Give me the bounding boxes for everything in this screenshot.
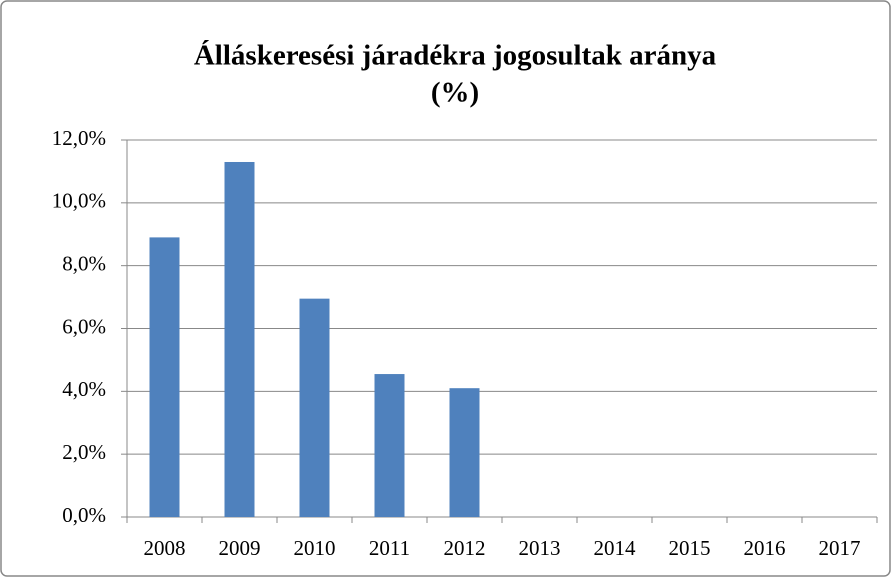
y-tick-label: 4,0% (62, 377, 106, 401)
x-tick-label: 2009 (219, 536, 261, 560)
x-tick-label: 2008 (144, 536, 186, 560)
x-tick-label: 2012 (444, 536, 486, 560)
y-tick-label: 10,0% (52, 189, 106, 213)
y-tick-label: 0,0% (62, 503, 106, 527)
x-tick-label: 2016 (744, 536, 786, 560)
x-tick-label: 2011 (369, 536, 410, 560)
bar (149, 237, 180, 517)
x-tick-label: 2010 (294, 536, 336, 560)
y-tick-label: 6,0% (62, 314, 106, 338)
y-tick-label: 2,0% (62, 440, 106, 464)
x-tick-label: 2013 (519, 536, 561, 560)
chart-title: (%) (431, 77, 479, 109)
y-tick-label: 8,0% (62, 251, 106, 275)
y-tick-label: 12,0% (52, 126, 106, 150)
x-tick-label: 2015 (669, 536, 711, 560)
x-tick-label: 2017 (819, 536, 861, 560)
chart-title: Álláskeresési járadékra jogosultak arány… (194, 39, 717, 72)
bar (449, 388, 480, 517)
bar (299, 298, 330, 517)
bar (374, 374, 405, 517)
x-tick-label: 2014 (594, 536, 637, 560)
bar (224, 161, 255, 517)
